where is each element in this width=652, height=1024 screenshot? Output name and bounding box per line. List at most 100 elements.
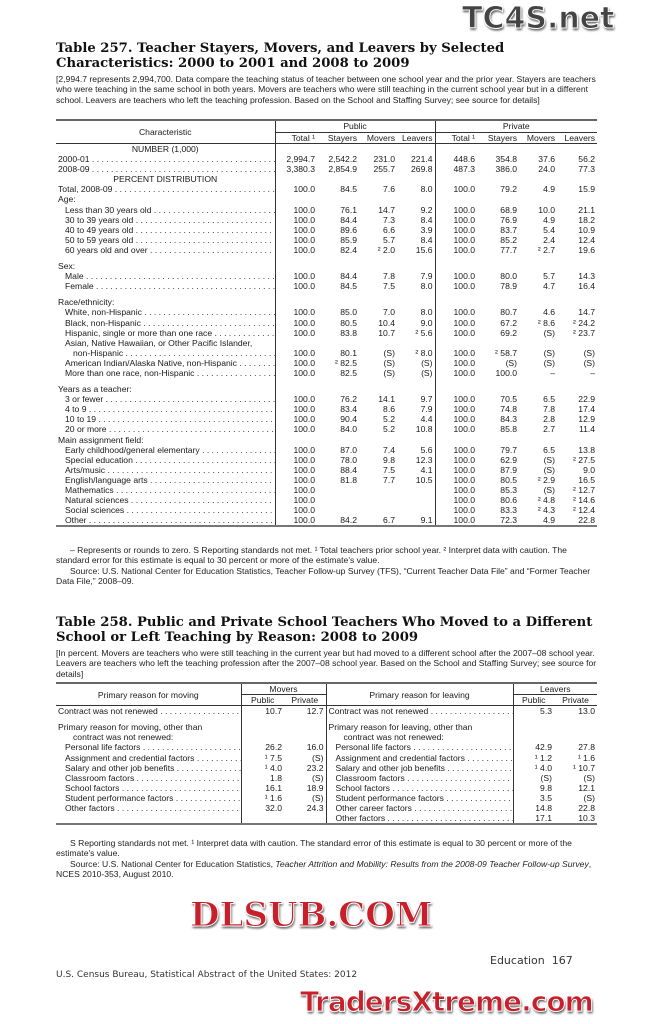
spacer-row xyxy=(56,255,597,262)
cell: 10.7 xyxy=(378,327,395,338)
cell: ² 82.5 xyxy=(335,357,357,368)
leavers-public: 14.8 xyxy=(535,803,552,814)
row-label: 4 to 9 xyxy=(65,404,87,415)
moving-reason: Primary reason for moving, other than xyxy=(58,722,203,733)
cell xyxy=(435,194,477,204)
table-257-footnote: – Represents or rounds to zero. S Report… xyxy=(56,545,567,566)
moving-reason: Other factors xyxy=(65,803,115,814)
cell: 2,854.9 xyxy=(328,164,357,175)
col-leavers-private: Private xyxy=(562,695,589,706)
table-row: Male 100.0 84.4 7.87.9 100.0 80.0 5.7 14.3 xyxy=(56,271,597,282)
leader-dots xyxy=(105,465,274,475)
spacer-row xyxy=(56,378,597,385)
cell: 100.0 xyxy=(293,357,315,368)
leader-dots xyxy=(390,783,512,793)
row-label: Mathematics xyxy=(65,485,114,495)
row-label: Natural sciences xyxy=(65,495,129,506)
cell xyxy=(317,505,359,515)
section-row: PERCENT DISTRIBUTION xyxy=(56,174,597,185)
cell: 62.9 xyxy=(500,454,518,465)
cell: 4.9 xyxy=(543,214,556,225)
cell: 100.0 xyxy=(293,347,315,358)
cell xyxy=(397,194,436,205)
leavers-private: 13.0 xyxy=(578,706,596,717)
cell: 78.9 xyxy=(500,281,518,292)
cell: 8.0 xyxy=(397,307,436,318)
cell: 100.0 xyxy=(453,271,476,282)
table-row: White, non-Hispanic 100.0 85.0 7.08.0 100.0 8… xyxy=(56,307,597,318)
cell: 10.5 xyxy=(397,474,436,485)
cell xyxy=(435,174,477,184)
row-label: Race/ethnicity: xyxy=(58,297,115,308)
table-row: Classroom factors1.8(S)Classroom factors… xyxy=(56,772,597,783)
cell: 69.2 xyxy=(500,327,518,338)
cell: 14.7 xyxy=(578,307,596,318)
table-row: Primary reason for moving, other than Pri… xyxy=(56,722,597,733)
cell: 80.1 xyxy=(340,347,357,358)
table-row: Less than 30 years old 100.0 76.1 14.79.2 10… xyxy=(56,204,597,215)
cell: ² 58.7 xyxy=(495,347,518,358)
cell: 84.0 xyxy=(340,424,357,435)
section-row: Age: xyxy=(56,194,597,205)
cell: 5.4 xyxy=(543,224,556,235)
cell xyxy=(557,338,597,348)
leaving-reason: Salary and other job benefits xyxy=(335,762,445,773)
cell: 100.0 xyxy=(293,485,315,495)
moving-reason: Contract was not renewed xyxy=(58,706,158,717)
leader-dots xyxy=(465,753,512,763)
leader-dots xyxy=(141,318,274,328)
table-257-notes: – Represents or rounds to zero. S Report… xyxy=(56,545,601,587)
leaving-reason: Contract was not renewed xyxy=(328,706,429,717)
cell: ² 2.7 xyxy=(537,244,556,255)
cell: 7.6 xyxy=(383,184,395,195)
section-row: Sex: xyxy=(56,261,597,272)
table-row: Natural sciences 100.0 100.0 80.6 ² 4.8 ² 14.… xyxy=(56,495,597,506)
cell: 100.0 xyxy=(293,224,315,235)
movers-private: (S) xyxy=(284,752,327,763)
table-257-title: Table 257. Teacher Stayers, Movers, and … xyxy=(56,41,505,71)
cell xyxy=(275,297,317,307)
cell xyxy=(477,384,519,394)
table-row: Other factors 17.1 10.3 xyxy=(56,813,598,825)
cell: 85.2 xyxy=(500,234,518,245)
cell: 5.6 xyxy=(397,444,436,455)
cell: 2.4 xyxy=(543,234,556,245)
cell: 76.2 xyxy=(340,394,357,405)
cell: 84.3 xyxy=(500,414,518,425)
col-header: Total ¹ xyxy=(291,132,315,143)
leaving-reason: Primary reason for leaving, other than xyxy=(328,722,473,733)
leavers-public: 17.1 xyxy=(535,813,552,824)
row-label: 20 or more xyxy=(65,424,107,435)
table-row: Student performance factors¹ 1.6(S)Stude… xyxy=(56,792,597,804)
cell: 76.1 xyxy=(340,204,357,215)
leader-dots xyxy=(412,803,512,813)
cell: 100.0 xyxy=(453,505,476,516)
cell: 3.9 xyxy=(397,224,436,235)
cell xyxy=(397,485,436,496)
cell: 85.0 xyxy=(340,307,357,318)
cell: 80.5 xyxy=(340,317,357,328)
cell: 5.2 xyxy=(383,414,395,425)
cell: 7.9 xyxy=(397,404,436,415)
movers-public: ¹ 7.5 xyxy=(264,752,282,763)
row-label: 2000-01 xyxy=(58,154,90,165)
leader-dots xyxy=(107,424,274,434)
table-row: Female 100.0 84.5 7.58.0 100.0 78.9 4.7 16.4 xyxy=(56,281,597,292)
cell xyxy=(359,505,397,515)
cell xyxy=(435,384,477,394)
cell: 7.0 xyxy=(383,307,395,318)
cell: 84.5 xyxy=(340,184,357,195)
col-leavers-public: Public xyxy=(522,695,546,706)
cell xyxy=(519,174,557,184)
table-row: 20 or more 100.0 84.0 5.210.8 100.0 85.8 2.7 11… xyxy=(56,424,597,435)
leader-dots xyxy=(158,706,240,716)
leader-dots xyxy=(129,495,274,505)
row-label: English/language arts xyxy=(65,474,148,485)
leader-dots xyxy=(148,475,274,485)
section-row: Years as a teacher: xyxy=(56,384,597,395)
movers-public: 10.7 xyxy=(265,706,282,717)
leaving-reason: Student performance factors xyxy=(335,792,444,803)
cell: 85.8 xyxy=(500,424,518,435)
table-258-notes: S Reporting standards not met. ¹ Interpr… xyxy=(56,838,601,880)
leader-dots xyxy=(123,348,274,358)
